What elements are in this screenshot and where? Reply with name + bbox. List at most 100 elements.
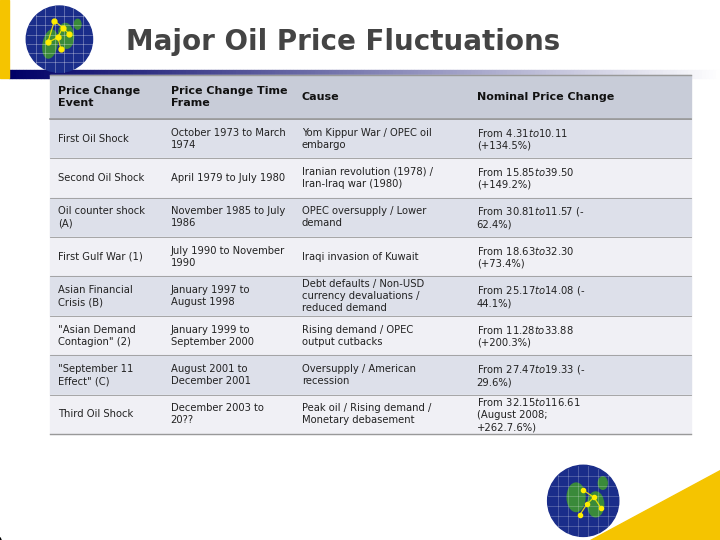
Bar: [212, 70, 215, 78]
Bar: [400, 70, 403, 78]
Bar: [236, 70, 240, 78]
Text: First Oil Shock: First Oil Shock: [58, 133, 129, 144]
Bar: [225, 70, 229, 78]
Bar: [414, 70, 418, 78]
Bar: [50, 198, 691, 237]
Bar: [50, 75, 691, 119]
Bar: [617, 70, 621, 78]
Bar: [122, 70, 126, 78]
Bar: [599, 70, 603, 78]
Bar: [496, 70, 500, 78]
Bar: [23, 70, 27, 78]
Bar: [613, 70, 617, 78]
Text: From $15.85 to $39.50
(+149.2%): From $15.85 to $39.50 (+149.2%): [477, 166, 574, 190]
Bar: [161, 70, 165, 78]
Text: Oversupply / American
recession: Oversupply / American recession: [302, 364, 415, 386]
Bar: [0, 0, 720, 78]
Bar: [649, 70, 652, 78]
Text: First Gulf War (1): First Gulf War (1): [58, 252, 143, 262]
Bar: [172, 70, 176, 78]
Text: Rising demand / OPEC
output cutbacks: Rising demand / OPEC output cutbacks: [302, 325, 413, 347]
Bar: [571, 70, 574, 78]
Bar: [87, 70, 91, 78]
Bar: [553, 70, 557, 78]
Bar: [119, 70, 122, 78]
Bar: [69, 70, 73, 78]
Bar: [610, 70, 613, 78]
Bar: [517, 70, 521, 78]
Bar: [12, 70, 16, 78]
Bar: [663, 70, 667, 78]
Bar: [194, 70, 197, 78]
Bar: [539, 70, 542, 78]
Bar: [471, 70, 474, 78]
Bar: [606, 70, 610, 78]
Bar: [55, 70, 58, 78]
Bar: [485, 70, 489, 78]
Bar: [289, 70, 293, 78]
Bar: [34, 70, 37, 78]
Bar: [137, 70, 140, 78]
Bar: [557, 70, 560, 78]
Bar: [186, 70, 190, 78]
Bar: [0, 0, 9, 78]
Text: Price Change Time
Frame: Price Change Time Frame: [171, 86, 287, 107]
Bar: [386, 70, 390, 78]
Bar: [215, 70, 218, 78]
Bar: [112, 70, 115, 78]
Bar: [460, 70, 464, 78]
Text: April 1979 to July 1980: April 1979 to July 1980: [171, 173, 285, 183]
Bar: [503, 70, 507, 78]
Bar: [115, 70, 119, 78]
Bar: [179, 70, 183, 78]
Bar: [104, 70, 108, 78]
Bar: [645, 70, 649, 78]
Bar: [364, 70, 368, 78]
Bar: [40, 70, 44, 78]
Bar: [50, 395, 691, 434]
Bar: [50, 316, 691, 355]
Bar: [275, 70, 279, 78]
Bar: [190, 70, 194, 78]
Ellipse shape: [588, 492, 603, 517]
Text: Nominal Price Change: Nominal Price Change: [477, 92, 614, 102]
Text: "Asian Demand
Contagion" (2): "Asian Demand Contagion" (2): [58, 325, 136, 347]
Bar: [254, 70, 258, 78]
Bar: [372, 70, 375, 78]
Text: January 1997 to
August 1998: January 1997 to August 1998: [171, 285, 250, 307]
Bar: [204, 70, 208, 78]
Bar: [698, 70, 702, 78]
Bar: [148, 70, 151, 78]
Bar: [418, 70, 421, 78]
Bar: [343, 70, 346, 78]
Bar: [98, 70, 101, 78]
Bar: [80, 70, 84, 78]
Bar: [282, 70, 286, 78]
Bar: [456, 70, 460, 78]
Bar: [691, 70, 695, 78]
Bar: [243, 70, 247, 78]
Bar: [258, 70, 261, 78]
Bar: [37, 70, 40, 78]
Bar: [702, 70, 706, 78]
Bar: [656, 70, 660, 78]
Bar: [51, 70, 55, 78]
Bar: [329, 70, 333, 78]
Bar: [251, 70, 254, 78]
Text: From $30.81 to $11.57 (-
62.4%): From $30.81 to $11.57 (- 62.4%): [477, 205, 584, 230]
Bar: [407, 70, 410, 78]
Bar: [140, 70, 144, 78]
Text: Third Oil Shock: Third Oil Shock: [58, 409, 134, 420]
Bar: [621, 70, 624, 78]
Bar: [595, 70, 599, 78]
Bar: [454, 70, 456, 78]
Ellipse shape: [43, 30, 58, 58]
Polygon shape: [590, 470, 720, 540]
Bar: [311, 70, 315, 78]
Text: Price Change
Event: Price Change Event: [58, 86, 140, 107]
Bar: [631, 70, 634, 78]
Bar: [574, 70, 577, 78]
Bar: [16, 70, 19, 78]
Bar: [108, 70, 112, 78]
Text: Yom Kippur War / OPEC oil
embargo: Yom Kippur War / OPEC oil embargo: [302, 127, 431, 150]
